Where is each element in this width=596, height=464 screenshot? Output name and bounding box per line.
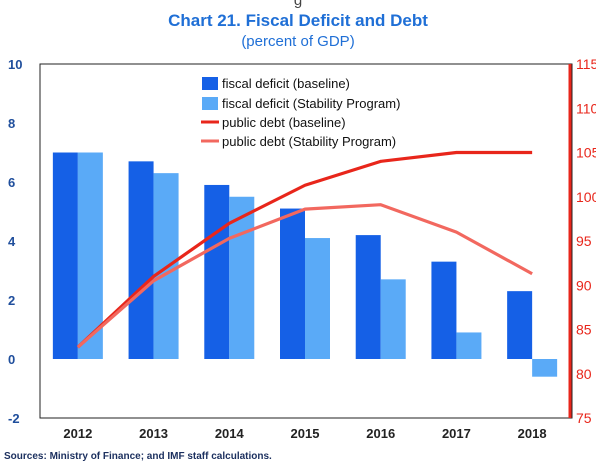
legend-label-deficit-stability: fiscal deficit (Stability Program)	[222, 96, 400, 111]
left-tick-label: 6	[8, 175, 15, 190]
bar-deficit-baseline-2014	[204, 184, 230, 359]
x-tick-label: 2018	[518, 426, 547, 441]
x-tick-label: 2014	[215, 426, 245, 441]
right-tick-label: 85	[576, 322, 592, 338]
bar-deficit-stability-2018	[532, 359, 558, 377]
bar-deficit-stability-2012	[77, 152, 103, 359]
chart-title: Chart 21. Fiscal Deficit and Debt	[168, 11, 428, 30]
right-tick-label: 110	[576, 100, 596, 116]
line-debt-baseline	[76, 150, 533, 349]
bar-group	[52, 152, 558, 377]
left-tick-label: 4	[8, 234, 16, 249]
x-axis-ticks: 2012 2013 2014 2015 2016 2017 2018	[63, 426, 546, 441]
line-debt-stability	[76, 203, 533, 349]
right-tick-label: 80	[576, 366, 592, 382]
legend: fiscal deficit (baseline) fiscal deficit…	[201, 76, 400, 149]
bar-deficit-stability-2017	[456, 332, 482, 359]
source-note: Sources: Ministry of Finance; and IMF st…	[4, 451, 272, 462]
left-tick-label: 0	[8, 352, 15, 367]
x-tick-label: 2017	[442, 426, 471, 441]
line-group	[76, 150, 533, 349]
left-tick-label: 2	[8, 293, 15, 308]
right-tick-label: 75	[576, 410, 592, 426]
x-tick-label: 2012	[63, 426, 92, 441]
bar-deficit-baseline-2017	[431, 261, 457, 359]
bar-deficit-stability-2016	[380, 279, 406, 359]
chart-subtitle: (percent of GDP)	[241, 33, 354, 50]
cropped-header-text: g	[293, 0, 303, 9]
legend-label-debt-baseline: public debt (baseline)	[222, 115, 346, 130]
bar-deficit-baseline-2013	[128, 161, 154, 359]
legend-label-deficit-baseline: fiscal deficit (baseline)	[222, 76, 350, 91]
right-tick-label: 115	[576, 56, 596, 72]
legend-swatch-deficit-baseline	[202, 77, 218, 90]
plot-frame	[39, 63, 573, 419]
right-tick-label: 90	[576, 277, 592, 293]
left-axis-ticks: -2 0 2 4 6 8 10	[8, 57, 22, 426]
bar-deficit-stability-2014	[229, 196, 255, 359]
x-tick-label: 2016	[366, 426, 395, 441]
left-tick-label: -2	[8, 411, 20, 426]
x-tick-label: 2013	[139, 426, 168, 441]
left-tick-label: 8	[8, 116, 15, 131]
legend-swatch-deficit-stability	[202, 97, 218, 110]
right-tick-label: 95	[576, 233, 592, 249]
right-axis-ticks: 75 80 85 90 95 100 105 110 115	[576, 56, 596, 426]
bar-deficit-baseline-2012	[52, 152, 78, 359]
right-tick-label: 100	[576, 189, 596, 205]
right-tick-label: 105	[576, 145, 596, 161]
left-tick-label: 10	[8, 57, 22, 72]
bar-deficit-baseline-2015	[280, 208, 305, 359]
bar-deficit-stability-2015	[305, 238, 330, 359]
legend-label-debt-stability: public debt (Stability Program)	[222, 134, 396, 149]
x-tick-label: 2015	[291, 426, 320, 441]
bar-deficit-baseline-2018	[507, 291, 533, 359]
bar-deficit-baseline-2016	[355, 235, 381, 359]
